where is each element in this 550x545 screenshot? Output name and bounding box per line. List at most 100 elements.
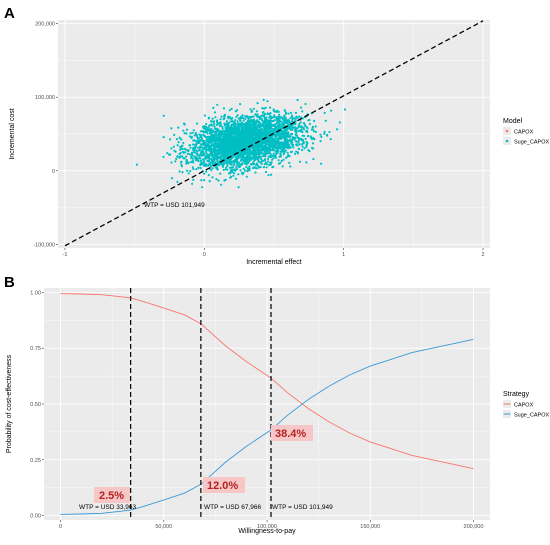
scatter-point [254, 143, 257, 147]
scatter-point [222, 138, 225, 141]
panel-a-y-tick-label: 100,000 [35, 95, 55, 101]
scatter-point [304, 102, 307, 106]
scatter-point [211, 162, 214, 166]
scatter-point [266, 113, 269, 116]
scatter-point [283, 109, 287, 112]
scatter-point [249, 118, 253, 121]
scatter-point [184, 151, 187, 154]
scatter-point [218, 161, 221, 164]
scatter-point [308, 150, 311, 153]
scatter-point [272, 165, 275, 168]
scatter-point [287, 112, 290, 115]
scatter-point [197, 142, 200, 145]
scatter-point [295, 115, 298, 118]
scatter-point [268, 149, 271, 152]
scatter-point [288, 119, 291, 122]
scatter-point [198, 157, 201, 160]
scatter-point [226, 168, 229, 171]
scatter-point [269, 106, 272, 109]
panel-a-legend-label-capox: CAPOX [514, 130, 534, 136]
scatter-point [210, 147, 213, 151]
scatter-point [183, 123, 186, 126]
scatter-point [286, 145, 289, 148]
scatter-point [223, 117, 226, 120]
scatter-point [213, 111, 216, 114]
scatter-point [223, 123, 226, 126]
scatter-point [311, 128, 314, 131]
scatter-point [283, 114, 286, 117]
scatter-point [276, 109, 279, 112]
scatter-point [225, 159, 229, 162]
scatter-point [173, 133, 176, 136]
scatter-point [301, 138, 304, 141]
scatter-point [328, 130, 331, 134]
scatter-point [290, 125, 294, 128]
scatter-point [232, 159, 235, 163]
scatter-point [211, 117, 214, 120]
scatter-point [174, 160, 177, 163]
scatter-point [228, 115, 231, 118]
scatter-point [269, 162, 272, 165]
scatter-point [219, 143, 222, 146]
scatter-point [266, 146, 269, 149]
scatter-point [254, 152, 257, 155]
scatter-point [305, 126, 308, 129]
scatter-point [287, 124, 290, 127]
scatter-point [204, 130, 207, 133]
scatter-point [280, 137, 283, 141]
scatter-point [188, 135, 191, 138]
scatter-point [306, 141, 309, 145]
scatter-point [226, 162, 229, 165]
panel-a-legend-marker-suge-capox [505, 139, 509, 143]
scatter-point [261, 111, 264, 114]
scatter-point [227, 117, 230, 120]
scatter-point [298, 143, 301, 146]
scatter-point [246, 144, 249, 147]
scatter-point [235, 131, 238, 134]
scatter-point [262, 123, 265, 126]
scatter-point [297, 141, 300, 144]
scatter-point [200, 152, 203, 155]
scatter-point [202, 130, 205, 133]
scatter-point [240, 136, 243, 139]
scatter-point [252, 124, 255, 127]
panel-a-y-axis-title: Incremental cost [9, 108, 16, 159]
scatter-point [249, 137, 253, 140]
scatter-point [179, 148, 182, 151]
scatter-point [247, 117, 250, 120]
scatter-point [227, 152, 230, 156]
panel-b-gridlines [44, 288, 490, 520]
scatter-point [252, 138, 255, 141]
scatter-point [215, 123, 219, 126]
scatter-point [254, 171, 257, 174]
scatter-point [239, 103, 242, 106]
scatter-point [192, 143, 195, 146]
scatter-point [214, 146, 217, 149]
scatter-point [219, 121, 222, 124]
scatter-point [208, 156, 211, 159]
scatter-point [238, 136, 241, 139]
scatter-point [194, 155, 197, 158]
scatter-point [194, 144, 197, 147]
scatter-point [258, 150, 261, 153]
scatter-point [265, 166, 268, 169]
scatter-point [206, 156, 209, 159]
scatter-point [230, 124, 233, 127]
scatter-point [288, 127, 291, 130]
scatter-point [172, 145, 175, 148]
scatter-point [203, 114, 206, 117]
scatter-point [170, 161, 173, 164]
scatter-point [282, 121, 285, 124]
panel-a-legend-marker-capox [505, 129, 509, 133]
scatter-point [192, 178, 195, 181]
scatter-point [198, 133, 201, 136]
scatter-point [173, 149, 176, 152]
scatter-point [239, 119, 242, 122]
scatter-point [199, 163, 202, 166]
scatter-point [234, 119, 237, 122]
pct-label-1-background [94, 487, 130, 503]
scatter-point [285, 121, 288, 124]
scatter-point [239, 154, 242, 157]
scatter-point [269, 126, 272, 129]
scatter-point [213, 142, 216, 145]
